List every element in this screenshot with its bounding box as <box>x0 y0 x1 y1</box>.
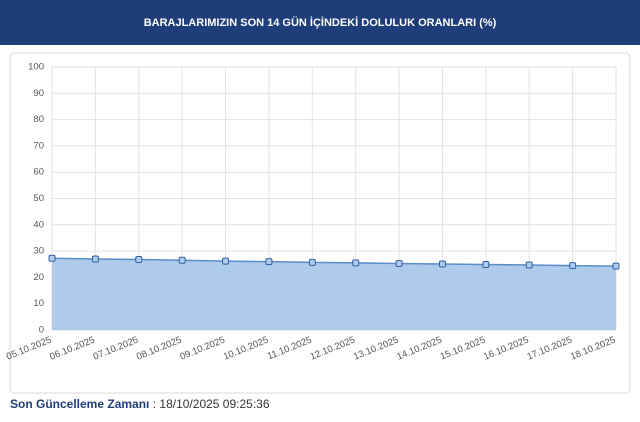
x-tick-label: 09.10.2025 <box>178 335 226 363</box>
x-tick-label: 14.10.2025 <box>395 335 443 363</box>
footer: Son Güncelleme Zamanı : 18/10/2025 09:25… <box>10 397 270 411</box>
y-tick-label: 30 <box>33 246 44 257</box>
y-tick-label: 40 <box>33 219 44 230</box>
y-tick-label: 70 <box>33 140 44 151</box>
x-tick-label: 11.10.2025 <box>266 335 314 363</box>
point <box>48 254 56 262</box>
area-fill <box>52 258 616 330</box>
y-tick-label: 100 <box>28 62 44 73</box>
point <box>178 256 186 264</box>
x-tick-label: 12.10.2025 <box>309 335 357 363</box>
footer-separator: : <box>153 397 156 411</box>
x-tick-label: 16.10.2025 <box>482 335 530 363</box>
y-tick-label: 90 <box>33 88 44 99</box>
plot: 0 10 20 30 40 50 60 70 80 90 100 05.10.202506.10.20… <box>5 62 620 363</box>
point <box>612 262 620 270</box>
point <box>438 260 446 268</box>
y-tick-label: 10 <box>33 298 44 309</box>
point <box>352 259 360 267</box>
x-tick-label: 06.10.2025 <box>48 335 96 363</box>
y-tick-label: 60 <box>33 167 44 178</box>
x-tick-label: 10.10.2025 <box>222 335 270 363</box>
y-tick-label: 0 <box>39 325 44 336</box>
y-tick-label: 80 <box>33 114 44 125</box>
y-tick-label: 50 <box>33 193 44 204</box>
x-tick-label: 17.10.2025 <box>526 335 574 363</box>
line <box>51 257 617 267</box>
point <box>569 262 577 270</box>
point <box>265 258 273 266</box>
point <box>308 258 316 266</box>
x-tick-label: 13.10.2025 <box>352 335 400 363</box>
x-tick-label: 05.10.2025 <box>5 335 53 363</box>
x-tick-label: 07.10.2025 <box>92 335 140 363</box>
footer-value: 18/10/2025 09:25:36 <box>159 397 269 411</box>
footer-label: Son Güncelleme Zamanı <box>10 397 149 411</box>
point <box>135 256 143 264</box>
x-tick-label: 18.10.2025 <box>569 335 617 363</box>
chart-frame <box>9 52 631 394</box>
point <box>91 255 99 263</box>
x-tick-label: 08.10.2025 <box>135 335 183 363</box>
chart-title: BARAJLARIMIZIN SON 14 GÜN İÇİNDEKİ DOLUL… <box>144 16 497 29</box>
header-bar <box>0 0 640 45</box>
point <box>525 261 533 269</box>
y-tick-label: 20 <box>33 272 44 283</box>
point <box>395 259 403 267</box>
point <box>222 257 230 265</box>
point <box>482 261 490 269</box>
x-tick-label: 15.10.2025 <box>439 335 487 363</box>
